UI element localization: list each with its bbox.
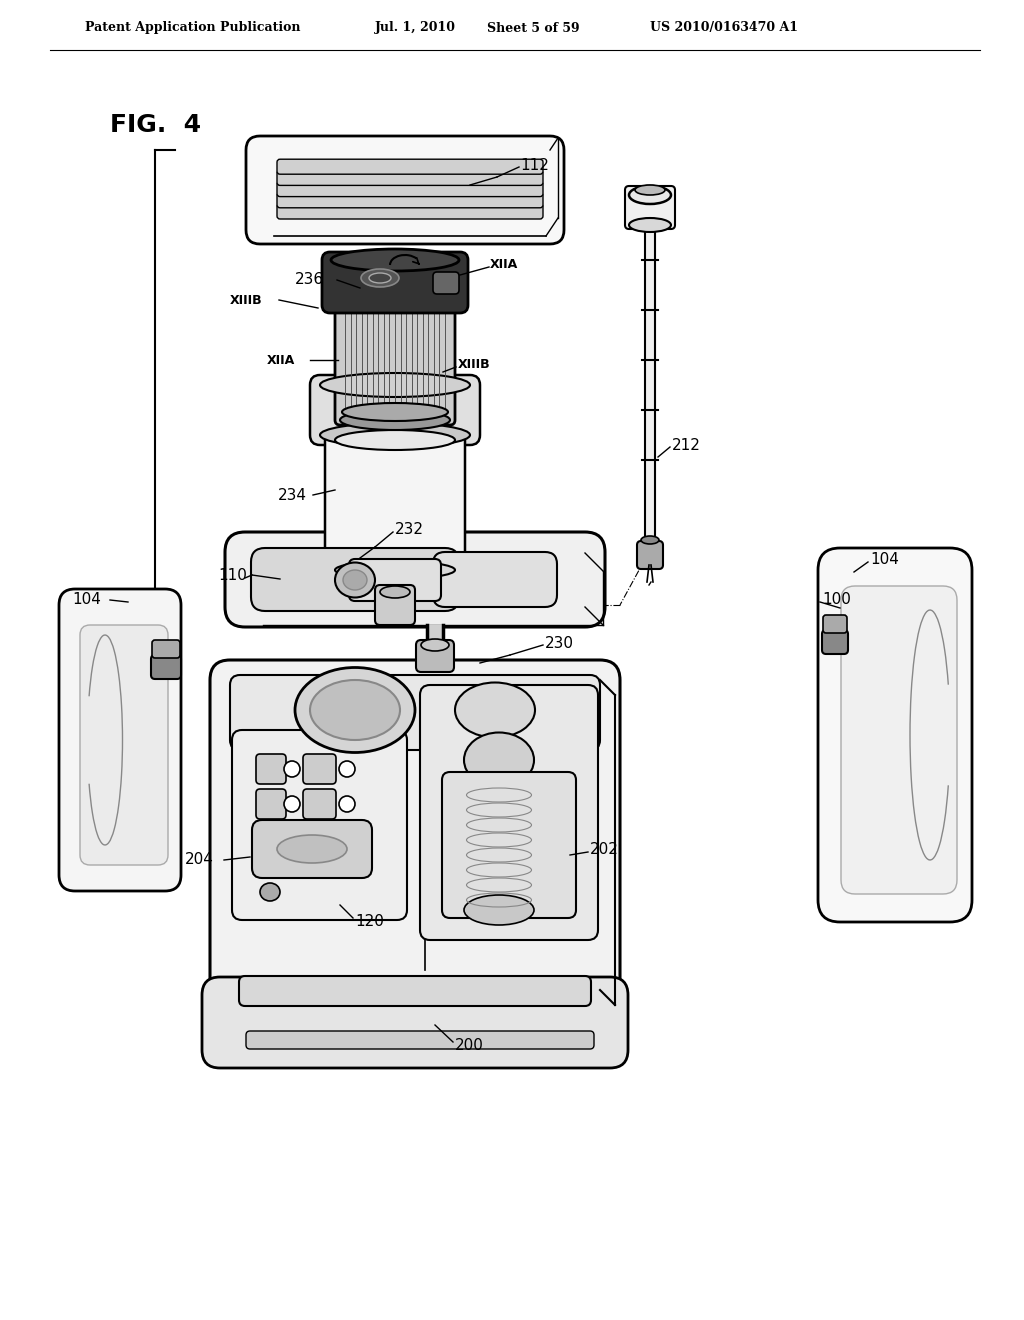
- FancyBboxPatch shape: [278, 160, 543, 174]
- FancyBboxPatch shape: [625, 186, 675, 228]
- Text: 104: 104: [72, 593, 101, 607]
- FancyBboxPatch shape: [59, 589, 181, 891]
- Text: US 2010/0163470 A1: US 2010/0163470 A1: [650, 21, 798, 34]
- FancyBboxPatch shape: [433, 552, 557, 607]
- Text: 232: 232: [395, 523, 424, 537]
- FancyBboxPatch shape: [818, 548, 972, 921]
- FancyBboxPatch shape: [239, 975, 591, 1006]
- FancyBboxPatch shape: [256, 789, 286, 818]
- Text: 120: 120: [355, 915, 384, 929]
- Ellipse shape: [335, 562, 375, 598]
- FancyBboxPatch shape: [252, 820, 372, 878]
- FancyBboxPatch shape: [278, 193, 543, 207]
- Ellipse shape: [361, 269, 399, 286]
- Ellipse shape: [278, 836, 347, 863]
- FancyBboxPatch shape: [637, 541, 663, 569]
- Ellipse shape: [284, 796, 300, 812]
- FancyBboxPatch shape: [822, 630, 848, 653]
- Text: FIG.  4: FIG. 4: [110, 114, 201, 137]
- FancyBboxPatch shape: [225, 532, 605, 627]
- FancyBboxPatch shape: [246, 1031, 594, 1049]
- FancyBboxPatch shape: [416, 640, 454, 672]
- Ellipse shape: [284, 762, 300, 777]
- FancyBboxPatch shape: [246, 136, 564, 244]
- FancyBboxPatch shape: [230, 675, 600, 750]
- Text: 212: 212: [672, 437, 700, 453]
- FancyBboxPatch shape: [442, 772, 575, 917]
- FancyBboxPatch shape: [420, 685, 598, 940]
- Text: 110: 110: [218, 568, 247, 582]
- Ellipse shape: [455, 682, 535, 738]
- FancyBboxPatch shape: [202, 977, 628, 1068]
- Text: 236: 236: [295, 272, 325, 288]
- Text: 230: 230: [545, 635, 574, 651]
- Ellipse shape: [260, 883, 280, 902]
- FancyBboxPatch shape: [349, 558, 441, 601]
- Ellipse shape: [464, 895, 534, 925]
- FancyBboxPatch shape: [152, 640, 180, 657]
- Ellipse shape: [335, 430, 455, 450]
- Text: XIIIB: XIIIB: [458, 359, 490, 371]
- Ellipse shape: [335, 561, 455, 579]
- Ellipse shape: [340, 289, 450, 312]
- Text: Sheet 5 of 59: Sheet 5 of 59: [487, 21, 580, 34]
- FancyBboxPatch shape: [151, 655, 181, 678]
- Text: 234: 234: [278, 487, 307, 503]
- FancyBboxPatch shape: [303, 754, 336, 784]
- FancyBboxPatch shape: [80, 624, 168, 865]
- FancyBboxPatch shape: [375, 585, 415, 624]
- FancyBboxPatch shape: [322, 252, 468, 313]
- Ellipse shape: [319, 374, 470, 397]
- Text: 112: 112: [520, 157, 549, 173]
- Ellipse shape: [310, 680, 400, 741]
- Ellipse shape: [339, 796, 355, 812]
- Ellipse shape: [629, 218, 671, 232]
- Ellipse shape: [380, 586, 410, 598]
- Ellipse shape: [339, 762, 355, 777]
- FancyBboxPatch shape: [251, 548, 459, 611]
- Text: XIIIB: XIIIB: [230, 293, 262, 306]
- Ellipse shape: [295, 668, 415, 752]
- Ellipse shape: [369, 273, 391, 282]
- Ellipse shape: [464, 733, 534, 788]
- FancyBboxPatch shape: [232, 730, 407, 920]
- FancyBboxPatch shape: [433, 272, 459, 294]
- Ellipse shape: [331, 249, 459, 271]
- Text: Patent Application Publication: Patent Application Publication: [85, 21, 300, 34]
- FancyBboxPatch shape: [278, 182, 543, 197]
- Text: Jul. 1, 2010: Jul. 1, 2010: [375, 21, 456, 34]
- FancyBboxPatch shape: [823, 615, 847, 634]
- Text: XIIA: XIIA: [267, 354, 295, 367]
- FancyBboxPatch shape: [310, 375, 480, 445]
- Ellipse shape: [629, 186, 671, 205]
- FancyBboxPatch shape: [841, 586, 957, 894]
- FancyBboxPatch shape: [303, 789, 336, 818]
- Ellipse shape: [421, 639, 449, 651]
- FancyBboxPatch shape: [210, 660, 620, 1010]
- FancyBboxPatch shape: [256, 754, 286, 784]
- Text: XIIA: XIIA: [490, 259, 518, 272]
- FancyBboxPatch shape: [325, 430, 465, 579]
- FancyBboxPatch shape: [278, 170, 543, 185]
- Ellipse shape: [340, 411, 450, 430]
- Text: 200: 200: [455, 1038, 484, 1052]
- Text: 204: 204: [185, 853, 214, 867]
- Ellipse shape: [342, 403, 449, 421]
- Text: 104: 104: [870, 553, 899, 568]
- FancyBboxPatch shape: [278, 205, 543, 219]
- Ellipse shape: [343, 570, 367, 590]
- Ellipse shape: [319, 422, 470, 447]
- Ellipse shape: [635, 185, 665, 195]
- FancyBboxPatch shape: [335, 294, 455, 425]
- Ellipse shape: [641, 536, 659, 544]
- Text: 100: 100: [822, 593, 851, 607]
- Text: 202: 202: [590, 842, 618, 858]
